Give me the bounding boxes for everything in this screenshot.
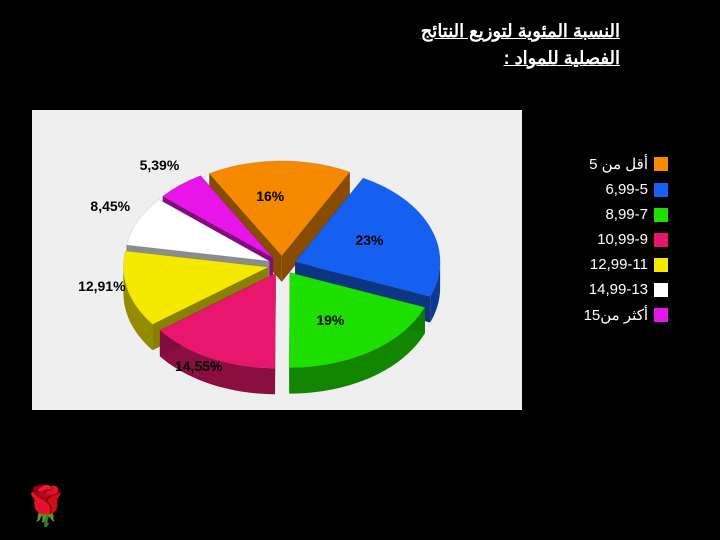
slice-label: 14,55% — [175, 358, 222, 374]
legend-label: 10,99-9 — [597, 231, 648, 248]
legend-swatch — [654, 157, 668, 171]
legend: أقل من 5 6,99-5 8,99-7 10,99-9 12,99-11 14,99… — [584, 155, 668, 332]
legend-label: أكثر من15 — [584, 306, 648, 324]
legend-label: 6,99-5 — [605, 181, 648, 198]
legend-label: 8,99-7 — [605, 206, 648, 223]
flower-decoration: 🌹 — [22, 488, 69, 526]
pie-chart: 16% 23% 19% 14,55% 12,91% 8,45% 5,39% — [32, 110, 522, 410]
legend-swatch — [654, 283, 668, 297]
legend-label: أقل من 5 — [589, 155, 648, 173]
legend-item: 12,99-11 — [584, 256, 668, 273]
legend-item: 10,99-9 — [584, 231, 668, 248]
legend-label: 12,99-11 — [590, 256, 648, 273]
legend-item: 8,99-7 — [584, 206, 668, 223]
slice-label: 23% — [355, 232, 383, 248]
legend-swatch — [654, 208, 668, 222]
chart-title: النسبة المئوية لتوزيع النتائج الفصلية لل… — [421, 18, 620, 72]
slice-label: 19% — [316, 312, 344, 328]
legend-swatch — [654, 233, 668, 247]
legend-item: 14,99-13 — [584, 281, 668, 298]
legend-item: 6,99-5 — [584, 181, 668, 198]
pie-svg — [32, 110, 522, 410]
title-line-2: الفصلية للمواد : — [504, 48, 620, 68]
slice-label: 12,91% — [78, 278, 125, 294]
legend-label: 14,99-13 — [589, 281, 648, 298]
flower-icon: 🌹 — [22, 486, 69, 528]
slice-label: 5,39% — [140, 157, 180, 173]
slice-label: 8,45% — [90, 198, 130, 214]
slice-label: 16% — [256, 188, 284, 204]
legend-swatch — [654, 183, 668, 197]
legend-item: أكثر من15 — [584, 306, 668, 324]
legend-item: أقل من 5 — [584, 155, 668, 173]
title-line-1: النسبة المئوية لتوزيع النتائج — [421, 21, 620, 41]
legend-swatch — [654, 308, 668, 322]
legend-swatch — [654, 258, 668, 272]
